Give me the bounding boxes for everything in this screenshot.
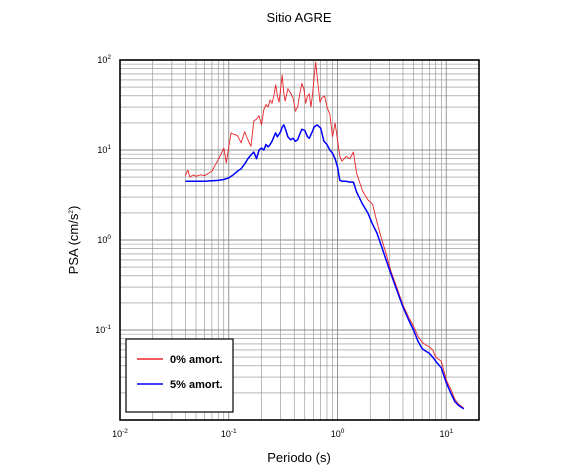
x-tick-label-base: 10: [112, 429, 122, 439]
x-tick-labels: 10-2 10-1 100 101: [112, 428, 453, 439]
grid: [119, 59, 480, 421]
y-tick-label-base: 10: [95, 325, 105, 335]
x-tick-label-base: 10: [221, 429, 231, 439]
x-tick-label: 10-1: [221, 428, 237, 439]
y-axis-label-exponent: 2: [68, 210, 75, 214]
x-tick-label: 101: [439, 428, 453, 439]
x-tick-label-exponent: 0: [341, 428, 345, 435]
series-line-0: [185, 61, 465, 409]
y-axis-label-base: PSA (cm/s: [66, 213, 81, 274]
y-tick-label-exponent: 0: [107, 234, 111, 241]
x-tick-label: 10-2: [112, 428, 128, 439]
x-tick-label: 100: [331, 428, 345, 439]
y-tick-label-exponent: -1: [105, 324, 111, 331]
y-tick-label: 101: [97, 144, 111, 155]
x-tick-label-exponent: 1: [449, 428, 453, 435]
x-axis-label: Periodo (s): [267, 450, 331, 465]
y-tick-label-base: 10: [97, 235, 107, 245]
x-tick-label-exponent: -1: [231, 428, 237, 435]
x-tick-label-exponent: -2: [122, 428, 128, 435]
y-tick-label: 10-1: [95, 324, 111, 335]
x-tick-label-base: 10: [331, 429, 341, 439]
legend-label-1: 5% amort.: [170, 379, 223, 391]
y-tick-label-base: 10: [97, 55, 107, 65]
y-tick-label-exponent: 2: [107, 54, 111, 61]
chart-title: Sitio AGRE: [266, 10, 331, 25]
y-tick-label-base: 10: [97, 145, 107, 155]
y-axis-label-close: ): [66, 206, 81, 210]
series-group: [185, 61, 465, 410]
y-axis-label: PSA (cm/s2): [66, 206, 81, 275]
legend-box: [125, 338, 234, 413]
series-line-1: [185, 124, 465, 410]
x-tick-label-base: 10: [439, 429, 449, 439]
legend-label-0: 0% amort.: [170, 354, 223, 366]
y-tick-label: 102: [97, 54, 111, 65]
y-tick-label-exponent: 1: [107, 144, 111, 151]
plot-frame: [119, 59, 480, 421]
y-tick-label: 100: [97, 234, 111, 245]
legend: 0% amort. 5% amort.: [125, 338, 234, 413]
